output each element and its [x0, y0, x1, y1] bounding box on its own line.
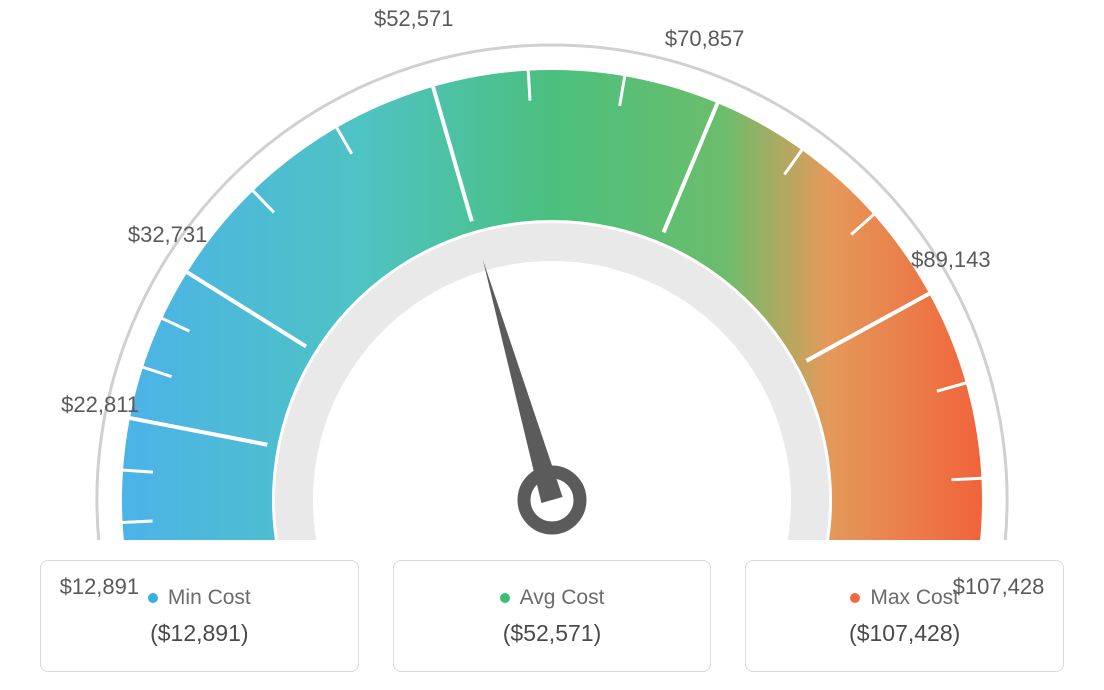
gauge-area: $12,891$22,811$32,731$52,571$70,857$89,1… — [0, 0, 1104, 540]
gauge-tick-label: $22,811 — [61, 392, 139, 418]
legend-min-dot-icon — [148, 593, 158, 603]
gauge-tick-label: $89,143 — [911, 247, 991, 273]
legend-card-max: Max Cost ($107,428) — [745, 560, 1064, 672]
legend-max-top: Max Cost — [850, 586, 959, 610]
legend-avg-label: Avg Cost — [520, 586, 605, 610]
legend-min-value: ($12,891) — [150, 620, 248, 647]
legend-card-avg: Avg Cost ($52,571) — [393, 560, 712, 672]
legend-max-dot-icon — [850, 593, 860, 603]
legend-avg-value: ($52,571) — [503, 620, 601, 647]
legend-avg-dot-icon — [500, 593, 510, 603]
legend-min-top: Min Cost — [148, 586, 251, 610]
legend-max-value: ($107,428) — [849, 620, 960, 647]
gauge-tick-label: $52,571 — [374, 6, 454, 32]
gauge-tick-label: $70,857 — [665, 26, 745, 52]
cost-gauge-chart: $12,891$22,811$32,731$52,571$70,857$89,1… — [0, 0, 1104, 690]
legend-card-min: Min Cost ($12,891) — [40, 560, 359, 672]
legend-max-label: Max Cost — [870, 586, 959, 610]
gauge-tick-label: $32,731 — [128, 222, 208, 248]
legend-min-label: Min Cost — [168, 586, 251, 610]
legend-avg-top: Avg Cost — [500, 586, 605, 610]
legend-row: Min Cost ($12,891) Avg Cost ($52,571) Ma… — [0, 560, 1104, 690]
